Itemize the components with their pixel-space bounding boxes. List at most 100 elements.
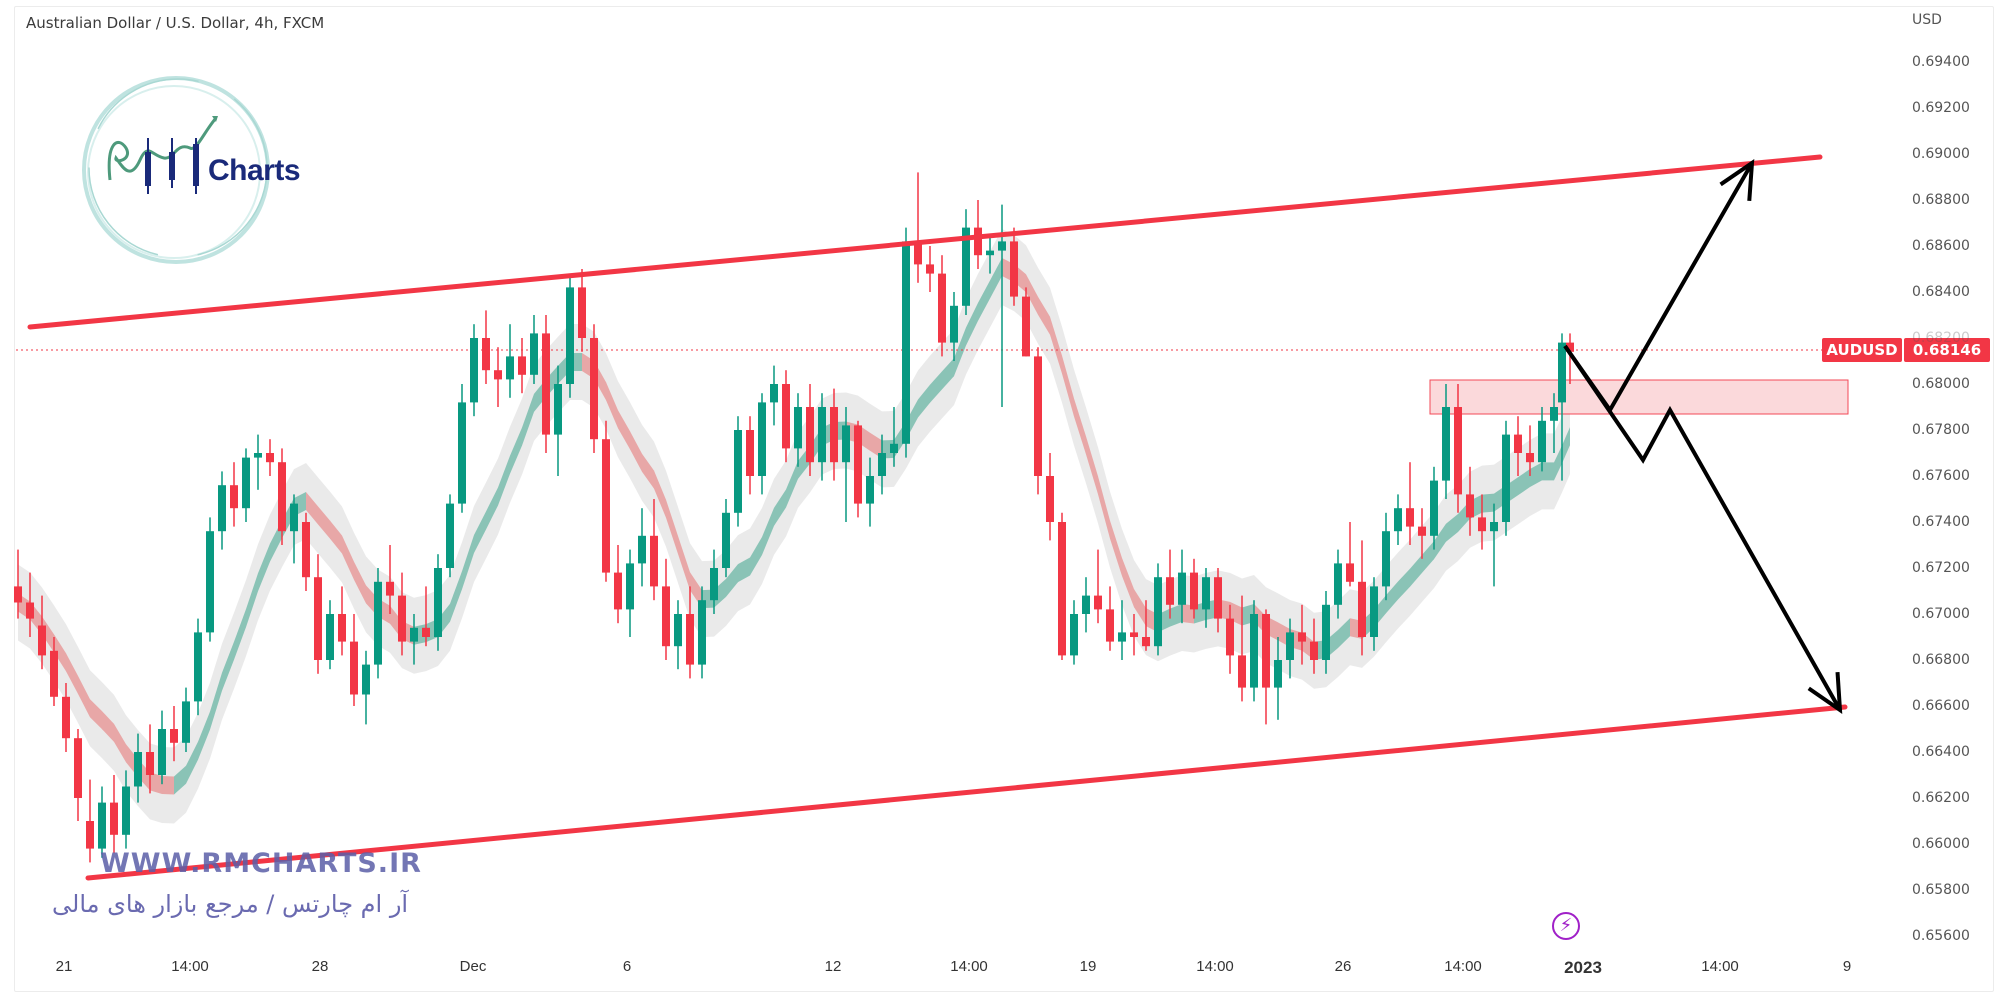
candle-body <box>662 586 670 647</box>
ma-ribbon-segment <box>1398 568 1410 600</box>
ma-ribbon-segment <box>774 489 786 526</box>
ma-ribbon-segment <box>1338 618 1350 649</box>
candle-body <box>1082 595 1090 614</box>
candle-body <box>938 273 946 343</box>
candle-body <box>1406 508 1414 527</box>
candle-body <box>1286 632 1294 660</box>
ma-ribbon-segment <box>66 653 78 694</box>
candle-body <box>590 338 598 440</box>
price-axis-label: 0.67000 <box>1912 606 1970 622</box>
channel-lower-line[interactable] <box>85 704 1848 881</box>
candle-body <box>1430 480 1438 536</box>
candle-body <box>1154 577 1162 647</box>
candle-body <box>1502 434 1510 522</box>
ma-ribbon-segment <box>606 382 618 429</box>
candle-body <box>434 568 442 637</box>
candle-body <box>674 614 682 647</box>
price-axis-label: 0.68400 <box>1912 284 1970 300</box>
candlestick-chart[interactable] <box>0 0 1900 1000</box>
ma-ribbon-segment <box>1074 398 1086 455</box>
price-axis-label: 0.67800 <box>1912 422 1970 438</box>
channel-upper-line[interactable] <box>27 154 1823 330</box>
candle-body <box>542 333 550 435</box>
bearish-arrow-head-icon <box>1807 671 1843 715</box>
rm-charts-logo <box>78 72 274 268</box>
ma-ribbon-segment <box>1026 274 1038 315</box>
symbol-tag: AUDUSD <box>1822 338 1902 362</box>
ma-ribbon-segment <box>1410 554 1422 587</box>
candle-body <box>446 503 454 568</box>
candle-body <box>554 384 562 435</box>
ma-ribbon-segment <box>1482 493 1494 513</box>
candle-body <box>422 627 430 637</box>
candle-body <box>326 614 334 660</box>
candle-body <box>1250 614 1258 688</box>
ma-ribbon-segment <box>354 561 366 604</box>
candle-body <box>854 425 862 504</box>
ma-ribbon-segment <box>186 741 198 784</box>
candle-body <box>1526 453 1534 463</box>
ma-ribbon-segment <box>930 371 942 403</box>
supply-zone[interactable] <box>1429 379 1849 415</box>
candle-body <box>26 602 34 619</box>
lightning-icon[interactable]: ⚡ <box>1552 912 1580 940</box>
price-axis-label: 0.68800 <box>1912 192 1970 208</box>
time-axis-label: 26 <box>1334 958 1352 975</box>
candle-body <box>1058 522 1066 656</box>
ma-ribbon-segment <box>318 506 330 539</box>
candle-body <box>134 752 142 787</box>
candle-body <box>878 453 886 476</box>
price-axis[interactable]: 0.69400 0.69200 0.69000 0.68800 0.68600 0.684… <box>1904 0 2000 1000</box>
candle-body <box>386 581 394 596</box>
candle-body <box>146 752 154 775</box>
ma-ribbon-segment <box>234 609 246 660</box>
ma-ribbon-segment <box>786 460 798 508</box>
candle-body <box>746 430 754 476</box>
candle-body <box>770 384 778 403</box>
candle-body <box>122 786 130 835</box>
ma-ribbon-segment <box>102 711 114 742</box>
ma-ribbon-segment <box>1086 436 1098 495</box>
candle-body <box>638 535 646 564</box>
candle-body <box>506 356 514 380</box>
ma-ribbon-segment <box>966 302 978 346</box>
price-axis-label: 0.69000 <box>1912 146 1970 162</box>
ma-ribbon-segment <box>1434 523 1446 560</box>
time-axis-label: 14:00 <box>1444 958 1482 975</box>
ma-ribbon-segment <box>1554 445 1562 481</box>
candle-body <box>650 535 658 587</box>
ma-ribbon-segment <box>762 507 774 556</box>
candle-body <box>1022 296 1030 357</box>
bullish-arrow[interactable] <box>1563 162 1754 414</box>
candle-body <box>1346 563 1354 582</box>
candle-body <box>1550 407 1558 421</box>
ma-ribbon-segment <box>738 557 750 583</box>
candle-body <box>1238 655 1246 688</box>
candle-body <box>818 407 826 463</box>
candle-body <box>290 503 298 532</box>
candle-body <box>1358 581 1366 637</box>
candle-body <box>218 485 226 532</box>
price-axis-label: 0.66400 <box>1912 744 1970 760</box>
ma-ribbon-segment <box>1050 316 1062 374</box>
candle-body <box>494 370 502 380</box>
ma-ribbon-segment <box>42 616 54 653</box>
ma-ribbon-segment <box>726 564 738 597</box>
candle-body <box>458 402 466 504</box>
ma-ribbon-segment <box>750 537 762 576</box>
candle-body <box>1490 522 1498 532</box>
candle-body <box>1442 407 1450 481</box>
candle-body <box>1046 476 1054 522</box>
candle-body <box>98 802 106 849</box>
ma-ribbon-segment <box>1422 541 1434 573</box>
candle-body <box>470 338 478 403</box>
ma-ribbon-segment <box>258 543 270 592</box>
ma-ribbon-segment <box>174 765 186 795</box>
candle-body <box>482 338 490 371</box>
bearish-arrow[interactable] <box>1563 344 1842 711</box>
candle-body <box>986 250 994 256</box>
ma-ribbon-segment <box>1122 557 1134 608</box>
candle-body <box>1466 494 1474 518</box>
bullish-arrow-head-icon <box>1719 159 1755 202</box>
candle-body <box>722 512 730 568</box>
